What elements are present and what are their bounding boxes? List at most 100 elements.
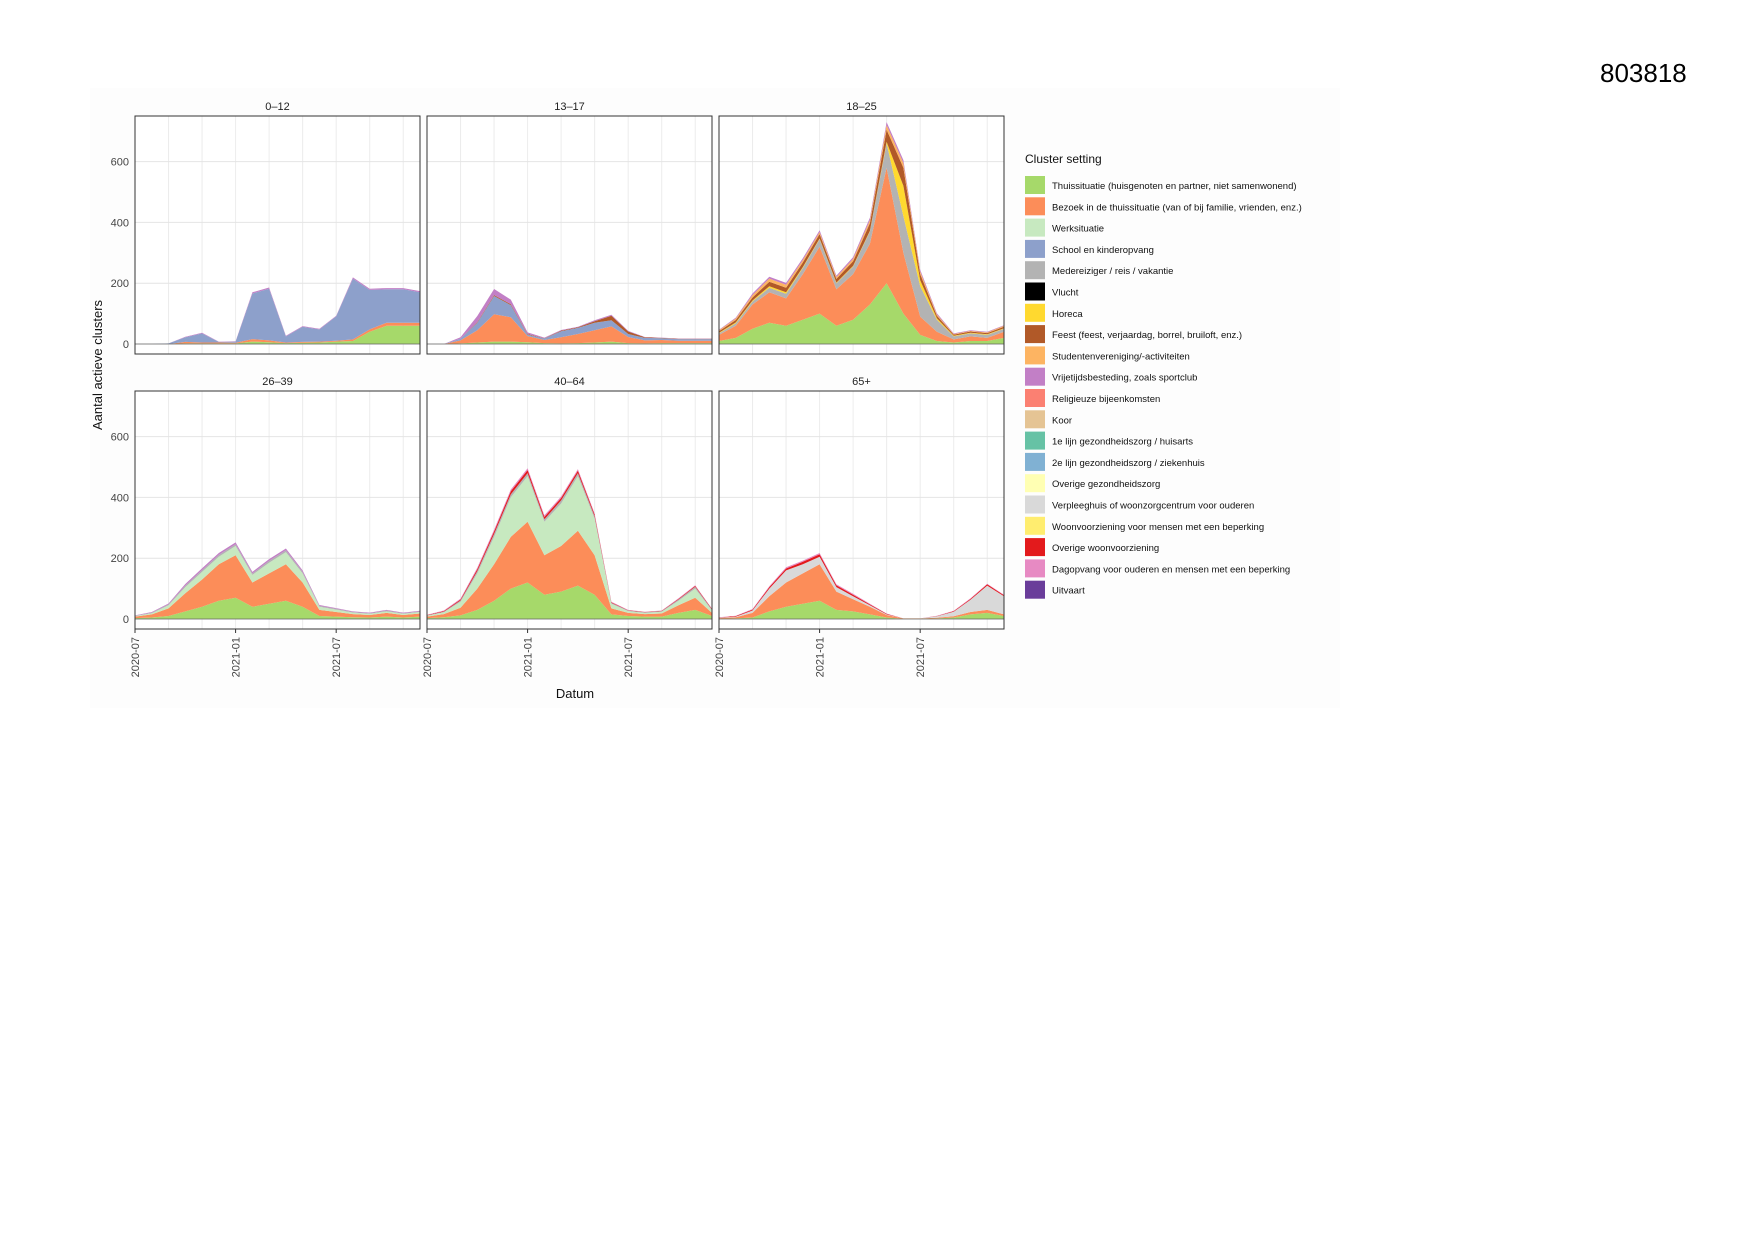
- panel-border: [426, 115, 713, 355]
- area-series: [427, 341, 712, 344]
- panel-background: [427, 116, 712, 354]
- y-tick-label: 600: [111, 157, 129, 169]
- x-tick-label: 2021-07: [623, 637, 635, 677]
- legend-label: Horeca: [1052, 309, 1083, 320]
- panel: 18–25: [718, 101, 1005, 355]
- area-series: [427, 314, 712, 344]
- area-series: [719, 554, 1004, 619]
- x-tick-label: 2021-07: [915, 637, 927, 677]
- area-series: [719, 556, 1004, 619]
- y-tick-label: 600: [111, 432, 129, 444]
- legend-label: Studentenvereniging/-activiteiten: [1052, 351, 1190, 362]
- x-tick-label: 2021-07: [331, 637, 343, 677]
- x-axis-label: Datum: [556, 686, 594, 701]
- legend-label: Religieuze bijeenkomsten: [1052, 394, 1160, 405]
- area-series: [135, 278, 420, 344]
- legend-swatch: [1025, 367, 1045, 386]
- x-tick-label: 2021-01: [231, 637, 243, 677]
- area-series: [719, 564, 1004, 619]
- legend-label: Vlucht: [1052, 288, 1079, 299]
- area-series: [135, 546, 420, 617]
- area-series: [719, 167, 1004, 343]
- area-series: [427, 296, 712, 344]
- panel-border: [134, 390, 421, 630]
- legend-label: Feest (feest, verjaardag, borrel, bruilo…: [1052, 330, 1242, 341]
- legend-swatch: [1025, 580, 1045, 599]
- legend-swatch: [1025, 176, 1045, 194]
- y-tick-label: 200: [111, 278, 129, 290]
- panel-background: [719, 391, 1004, 629]
- area-series: [427, 582, 712, 619]
- legend-label: Overige gezondheidszorg: [1052, 479, 1160, 490]
- legend-swatch: [1025, 559, 1045, 578]
- x-tick-label: 2020-07: [130, 637, 142, 677]
- panel-title: 13–17: [554, 101, 585, 113]
- area-series: [719, 283, 1004, 344]
- x-tick-label: 2020-07: [422, 637, 434, 677]
- panel-border: [718, 390, 1005, 630]
- legend-swatch: [1025, 431, 1045, 450]
- area-series: [427, 521, 712, 619]
- panel-border: [718, 115, 1005, 355]
- y-tick-label: 400: [111, 217, 129, 229]
- x-tick-label: 2020-07: [714, 637, 726, 677]
- legend-label: Woonvoorziening voor mensen met een bepe…: [1052, 522, 1264, 533]
- legend-swatch: [1025, 474, 1045, 493]
- area-series: [135, 325, 420, 344]
- legend-label: Thuissituatie (huisgenoten en partner, n…: [1052, 181, 1297, 192]
- panel: 26–39 0 200 400 600 2020-07 2021-01 2021-07: [111, 376, 421, 677]
- area-series: [719, 143, 1004, 340]
- legend-label: School en kinderopvang: [1052, 245, 1154, 256]
- area-series: [135, 597, 420, 619]
- area-series: [719, 600, 1004, 619]
- legend-label: Werksituatie: [1052, 224, 1104, 235]
- y-tick-label: 200: [111, 553, 129, 565]
- legend-swatch: [1025, 282, 1045, 301]
- legend-swatch: [1025, 346, 1045, 365]
- legend-label: 2e lijn gezondheidszorg / ziekenhuis: [1052, 458, 1205, 469]
- area-series: [135, 544, 420, 616]
- panel: 65+ 2020-07 2021-01 2021-07: [714, 376, 1005, 677]
- legend-swatch: [1025, 261, 1045, 280]
- area-series: [135, 322, 420, 344]
- chart-legend: Cluster setting Thuissituatie (huisgenot…: [1025, 152, 1302, 599]
- panel-title: 65+: [852, 376, 871, 388]
- panel: 13–17: [426, 101, 713, 355]
- legend-title: Cluster setting: [1025, 152, 1102, 166]
- legend-label: Verpleeghuis of woonzorgcentrum voor oud…: [1052, 501, 1254, 512]
- legend-label: Koor: [1052, 415, 1072, 426]
- y-tick-label: 0: [123, 614, 129, 626]
- area-series: [427, 476, 712, 617]
- legend-swatch: [1025, 516, 1045, 535]
- panel: 0–12 0 200 400 600: [111, 101, 421, 355]
- x-tick-label: 2021-01: [815, 637, 827, 677]
- y-tick-label: 0: [123, 339, 129, 351]
- legend-swatch: [1025, 495, 1045, 514]
- legend-swatch: [1025, 325, 1045, 344]
- legend-label: Dagopvang voor ouderen en mensen met een…: [1052, 564, 1290, 575]
- area-series: [135, 542, 420, 616]
- panel-border: [426, 390, 713, 630]
- x-tick-label: 2021-01: [523, 637, 535, 677]
- legend-swatch: [1025, 218, 1045, 237]
- legend-swatch: [1025, 389, 1045, 407]
- y-tick-label: 400: [111, 492, 129, 504]
- legend-swatch: [1025, 197, 1045, 216]
- legend-label: Overige woonvoorziening: [1052, 543, 1159, 554]
- legend-label: Uitvaart: [1052, 586, 1085, 597]
- panel-title: 40–64: [554, 376, 585, 388]
- legend-swatch: [1025, 239, 1045, 258]
- panel-title: 18–25: [846, 101, 877, 113]
- area-series: [427, 289, 712, 344]
- legend-swatch: [1025, 410, 1045, 429]
- legend-swatch: [1025, 452, 1045, 471]
- legend-label: 1e lijn gezondheidszorg / huisarts: [1052, 437, 1193, 448]
- panel: 40–64 2020-07 2021-01 2021-07: [422, 376, 713, 677]
- legend-label: Bezoek in de thuissituatie (van of bij f…: [1052, 202, 1302, 213]
- area-series: [135, 555, 420, 619]
- legend-label: Vrijetijdsbesteding, zoals sportclub: [1052, 373, 1197, 384]
- panel-border: [134, 115, 421, 355]
- legend-label: Medereiziger / reis / vakantie: [1052, 266, 1173, 277]
